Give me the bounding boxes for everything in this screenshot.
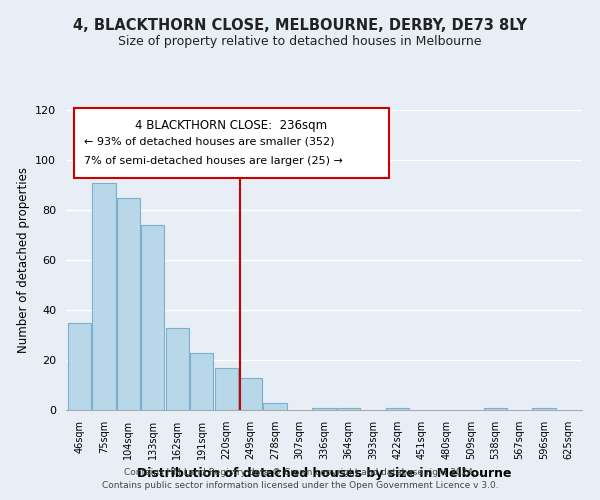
Y-axis label: Number of detached properties: Number of detached properties — [17, 167, 29, 353]
Text: ← 93% of detached houses are smaller (352): ← 93% of detached houses are smaller (35… — [84, 137, 335, 147]
Text: 7% of semi-detached houses are larger (25) →: 7% of semi-detached houses are larger (2… — [84, 156, 343, 166]
Bar — [484, 408, 507, 410]
Bar — [215, 368, 238, 410]
Bar — [68, 322, 91, 410]
Text: 4 BLACKTHORN CLOSE:  236sqm: 4 BLACKTHORN CLOSE: 236sqm — [135, 119, 327, 132]
Bar — [337, 408, 360, 410]
X-axis label: Distribution of detached houses by size in Melbourne: Distribution of detached houses by size … — [137, 468, 511, 480]
Bar — [190, 352, 214, 410]
Text: Contains public sector information licensed under the Open Government Licence v : Contains public sector information licen… — [101, 480, 499, 490]
Bar — [117, 198, 140, 410]
Text: Size of property relative to detached houses in Melbourne: Size of property relative to detached ho… — [118, 35, 482, 48]
Text: Contains HM Land Registry data © Crown copyright and database right 2024.: Contains HM Land Registry data © Crown c… — [124, 468, 476, 477]
Bar — [141, 225, 164, 410]
Bar — [386, 408, 409, 410]
Bar — [166, 328, 189, 410]
FancyBboxPatch shape — [74, 108, 389, 178]
Bar — [313, 408, 335, 410]
Text: 4, BLACKTHORN CLOSE, MELBOURNE, DERBY, DE73 8LY: 4, BLACKTHORN CLOSE, MELBOURNE, DERBY, D… — [73, 18, 527, 32]
Bar — [532, 408, 556, 410]
Bar — [263, 402, 287, 410]
Bar — [239, 378, 262, 410]
Bar — [92, 182, 116, 410]
